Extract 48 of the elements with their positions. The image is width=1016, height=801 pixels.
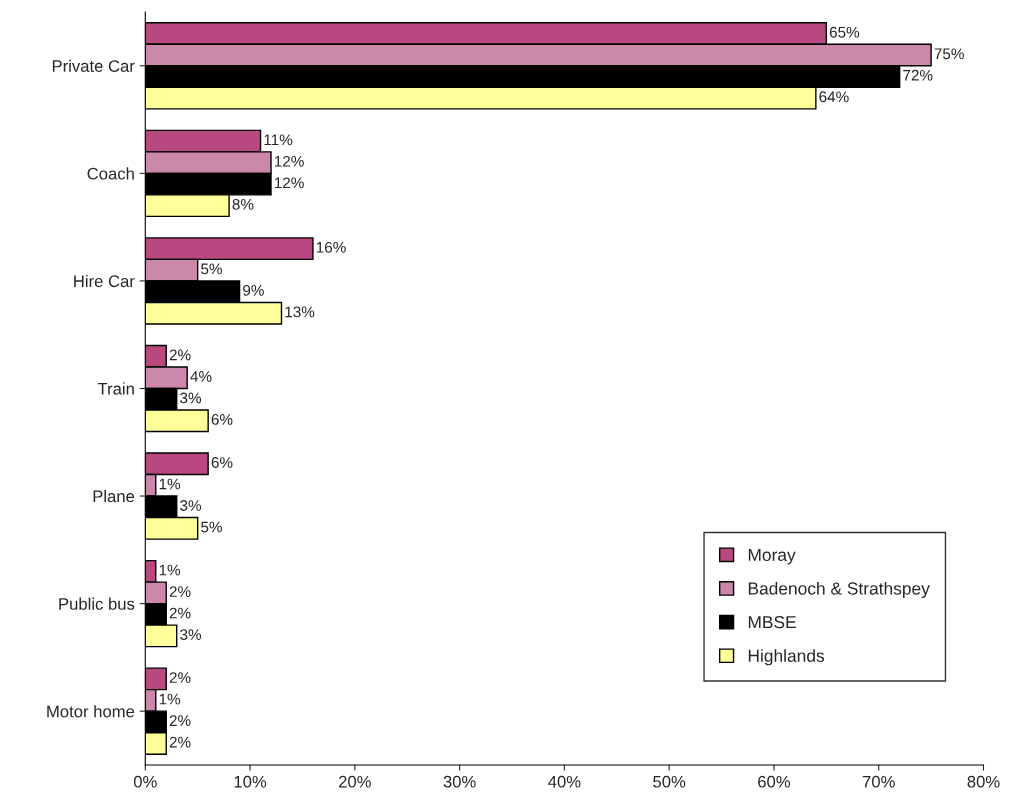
- x-tick-label: 50%: [653, 775, 686, 788]
- x-tick-label: 80%: [967, 775, 1000, 788]
- data-label: 72%: [903, 69, 933, 81]
- y-tick-label: Coach: [87, 167, 134, 180]
- x-tick-label: 10%: [234, 775, 267, 788]
- x-tick-label: 40%: [548, 775, 581, 788]
- data-label: 1%: [159, 564, 181, 576]
- data-label: 2%: [169, 715, 191, 726]
- data-label: 12%: [274, 177, 304, 189]
- data-label: 12%: [274, 155, 304, 167]
- data-label: 3%: [180, 392, 202, 404]
- data-label: 3%: [180, 500, 202, 511]
- data-label: 6%: [211, 457, 233, 468]
- legend-label: MBSE: [748, 615, 796, 629]
- y-tick-label: Train: [97, 382, 134, 395]
- data-label: 5%: [201, 263, 222, 275]
- data-label: 1%: [159, 693, 181, 705]
- data-label: 16%: [316, 241, 346, 253]
- legend-label: Badenoch & Strathspey: [748, 581, 930, 599]
- legend-label: Moray: [748, 548, 796, 565]
- x-tick-label: 60%: [758, 775, 791, 788]
- legend-label: Highlands: [748, 649, 825, 666]
- data-label: 75%: [934, 48, 964, 60]
- x-tick-label: 0%: [133, 775, 157, 788]
- data-label: 11%: [264, 134, 293, 146]
- x-tick-label: 20%: [339, 775, 371, 788]
- data-label: 6%: [211, 414, 233, 425]
- data-label: 2%: [169, 607, 191, 619]
- y-tick-label: Private Car: [52, 59, 135, 72]
- data-label: 2%: [169, 672, 191, 683]
- data-label: 5%: [201, 521, 222, 533]
- data-label: 3%: [180, 629, 202, 640]
- data-label: 9%: [243, 284, 264, 296]
- data-label: 2%: [169, 736, 191, 748]
- y-tick-label: Plane: [93, 490, 135, 503]
- y-tick-label: Public bus: [59, 597, 135, 610]
- data-label: 4%: [190, 371, 212, 382]
- data-label: 1%: [159, 478, 181, 490]
- x-tick-label: 70%: [862, 775, 895, 788]
- data-label: 2%: [169, 586, 191, 597]
- x-tick-label: 30%: [443, 775, 476, 788]
- data-label: 8%: [232, 198, 254, 210]
- y-tick-label: Hire Car: [74, 274, 135, 288]
- data-label: 13%: [285, 306, 315, 318]
- y-tick-label: Motor home: [47, 705, 135, 718]
- data-label: 64%: [819, 91, 849, 103]
- data-label: 2%: [169, 349, 191, 361]
- data-label: 65%: [829, 26, 860, 38]
